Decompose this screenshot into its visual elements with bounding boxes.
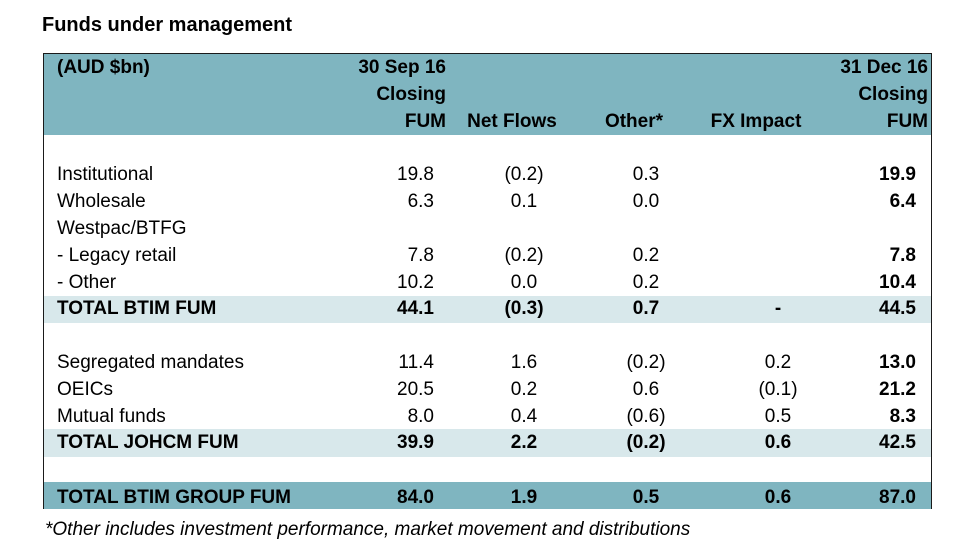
row-value-v3: 0.2 (632, 245, 660, 266)
total-group-band (44, 482, 931, 509)
row-value-v4: 0.6 (764, 487, 792, 508)
row-label: Westpac/BTFG (57, 218, 187, 239)
col1-header-line1: 30 Sep 16 (358, 57, 446, 78)
row-value-v3: (0.2) (626, 352, 666, 373)
row-value-v3: 0.0 (632, 191, 660, 212)
fum-table (43, 53, 932, 509)
row-value-v1: 19.8 (397, 164, 434, 185)
row-value-v4: 0.2 (764, 352, 792, 373)
row-value-v2: 1.6 (510, 352, 538, 373)
col5-header-line2: Closing (858, 84, 928, 105)
col2-header: Net Flows (467, 111, 557, 132)
row-label: TOTAL BTIM FUM (57, 298, 217, 319)
total-btim-band (44, 296, 931, 323)
row-label: - Legacy retail (57, 245, 177, 266)
row-label: Institutional (57, 164, 154, 185)
row-value-v5: 44.5 (879, 298, 916, 319)
total-johcm-band (44, 429, 931, 457)
row-value-v3: 0.7 (632, 298, 660, 319)
row-value-v5: 6.4 (889, 191, 916, 212)
row-label: Segregated mandates (57, 352, 244, 373)
row-value-v4: 0.6 (764, 432, 792, 453)
row-value-v1: 39.9 (397, 432, 434, 453)
row-value-v2: (0.2) (504, 164, 544, 185)
row-value-v2: (0.3) (504, 298, 544, 319)
row-value-v2: 0.4 (510, 406, 538, 427)
row-value-v2: 0.2 (510, 379, 538, 400)
row-value-v5: 19.9 (879, 164, 916, 185)
row-value-v1: 84.0 (397, 487, 434, 508)
row-value-v2: 0.0 (510, 272, 538, 293)
row-value-v3: 0.5 (632, 487, 660, 508)
row-value-v1: 10.2 (397, 272, 434, 293)
row-value-v3: 0.2 (632, 272, 660, 293)
row-value-v5: 10.4 (879, 272, 916, 293)
row-value-v3: 0.6 (632, 379, 660, 400)
row-value-v2: 1.9 (510, 487, 538, 508)
row-label: TOTAL JOHCM FUM (57, 432, 239, 453)
unit-label: (AUD $bn) (57, 57, 150, 78)
footnote: *Other includes investment performance, … (45, 519, 691, 540)
col1-header-line3: FUM (404, 111, 446, 132)
row-value-v5: 13.0 (879, 352, 916, 373)
footer-strip (44, 457, 931, 482)
table-header (44, 54, 931, 135)
page-title: Funds under management (42, 14, 293, 36)
row-label: - Other (57, 272, 117, 293)
row-value-v4: (0.1) (758, 379, 798, 400)
col5-header-line1: 31 Dec 16 (840, 57, 928, 78)
row-value-v5: 87.0 (879, 487, 916, 508)
row-value-v1: 11.4 (398, 352, 434, 373)
row-value-v2: (0.2) (504, 245, 544, 266)
row-value-v2: 2.2 (510, 432, 538, 453)
row-value-v1: 20.5 (397, 379, 434, 400)
row-value-v1: 7.8 (407, 245, 434, 266)
col1-header-line2: Closing (376, 84, 446, 105)
row-label: Wholesale (57, 191, 146, 212)
col5-header-line3: FUM (886, 111, 928, 132)
row-value-v5: 7.8 (889, 245, 916, 266)
row-value-v5: 42.5 (879, 432, 916, 453)
row-value-v3: (0.6) (626, 406, 666, 427)
row-label: OEICs (57, 379, 113, 400)
row-label: TOTAL BTIM GROUP FUM (57, 487, 291, 508)
row-value-v4: - (774, 298, 782, 319)
row-value-v5: 21.2 (879, 379, 916, 400)
col4-header: FX Impact (710, 111, 802, 132)
row-value-v1: 44.1 (397, 298, 434, 319)
row-value-v3: (0.2) (626, 432, 666, 453)
row-value-v4: 0.5 (764, 406, 792, 427)
row-label: Mutual funds (57, 406, 166, 427)
col3-header: Other* (604, 111, 664, 132)
row-value-v1: 8.0 (407, 406, 434, 427)
row-value-v1: 6.3 (407, 191, 434, 212)
row-value-v2: 0.1 (510, 191, 538, 212)
row-value-v5: 8.3 (889, 406, 916, 427)
row-value-v3: 0.3 (632, 164, 660, 185)
